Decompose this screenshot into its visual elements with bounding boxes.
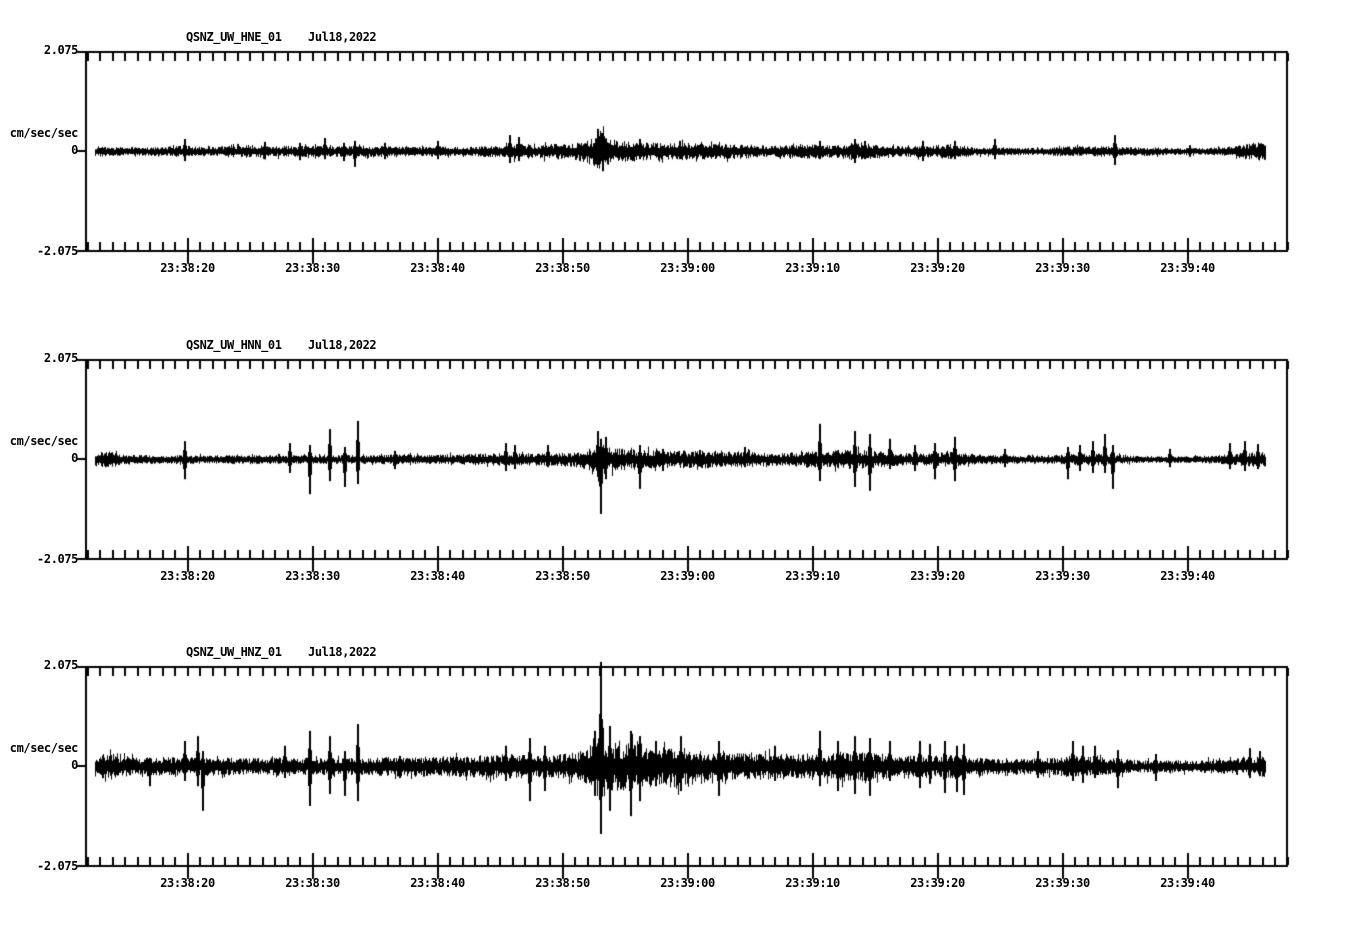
y-axis-min-label: -2.075 <box>37 552 78 566</box>
y-axis-zero-label: 0 <box>71 758 78 772</box>
y-axis-max-label: 2.075 <box>43 658 79 672</box>
x-tick-label: 23:38:50 <box>535 876 590 890</box>
x-tick-label: 23:39:40 <box>1160 261 1215 275</box>
trace-panel-hne: QSNZ_UW_HNE_01 Jul18,2022 2.075 cm/sec/s… <box>0 26 1358 326</box>
x-tick-label: 23:39:10 <box>785 569 840 583</box>
x-tick-label: 23:39:00 <box>660 876 715 890</box>
date-label: Jul18,2022 <box>308 645 377 659</box>
y-axis-max-label: 2.075 <box>43 351 79 365</box>
y-axis-zero-label: 0 <box>71 451 78 465</box>
x-tick-label: 23:39:30 <box>1035 876 1090 890</box>
y-axis-units-label: cm/sec/sec <box>9 434 79 448</box>
x-tick-label: 23:39:20 <box>910 876 965 890</box>
x-tick-label: 23:39:20 <box>910 569 965 583</box>
x-tick-label: 23:38:50 <box>535 569 590 583</box>
y-axis-zero-label: 0 <box>71 143 78 157</box>
x-tick-label: 23:38:20 <box>160 876 215 890</box>
y-axis-min-label: -2.075 <box>37 244 78 258</box>
trace-panel-hnn: QSNZ_UW_HNN_01 Jul18,2022 2.075 cm/sec/s… <box>0 334 1358 634</box>
x-tick-label: 23:38:30 <box>285 261 340 275</box>
y-axis-units-label: cm/sec/sec <box>9 741 79 755</box>
x-tick-label: 23:38:20 <box>160 261 215 275</box>
x-tick-label: 23:38:40 <box>410 876 465 890</box>
y-axis-max-label: 2.075 <box>43 43 79 57</box>
x-tick-label: 23:39:10 <box>785 876 840 890</box>
date-label: Jul18,2022 <box>308 338 377 352</box>
station-channel-label: QSNZ_UW_HNE_01 <box>186 30 282 44</box>
station-channel-label: QSNZ_UW_HNZ_01 <box>186 645 282 659</box>
x-tick-label: 23:39:00 <box>660 569 715 583</box>
x-tick-label: 23:39:40 <box>1160 876 1215 890</box>
time-axis-labels: 23:38:20 23:38:30 23:38:40 23:38:50 23:39:00… <box>0 261 1358 277</box>
y-axis-units-label: cm/sec/sec <box>9 126 79 140</box>
time-axis-labels: 23:38:20 23:38:30 23:38:40 23:38:50 23:39:00… <box>0 876 1358 892</box>
y-axis-min-label: -2.075 <box>37 859 78 873</box>
date-label: Jul18,2022 <box>308 30 377 44</box>
x-tick-label: 23:39:00 <box>660 261 715 275</box>
x-tick-label: 23:39:40 <box>1160 569 1215 583</box>
x-tick-label: 23:38:20 <box>160 569 215 583</box>
x-tick-label: 23:38:40 <box>410 261 465 275</box>
x-tick-label: 23:38:40 <box>410 569 465 583</box>
x-tick-label: 23:38:30 <box>285 569 340 583</box>
station-channel-label: QSNZ_UW_HNN_01 <box>186 338 282 352</box>
x-tick-label: 23:39:30 <box>1035 261 1090 275</box>
time-axis-labels: 23:38:20 23:38:30 23:38:40 23:38:50 23:39:00… <box>0 569 1358 585</box>
trace-panel-hnz: QSNZ_UW_HNZ_01 Jul18,2022 2.075 cm/sec/s… <box>0 641 1358 941</box>
x-tick-label: 23:38:50 <box>535 261 590 275</box>
x-tick-label: 23:39:30 <box>1035 569 1090 583</box>
x-tick-label: 23:39:10 <box>785 261 840 275</box>
x-tick-label: 23:38:30 <box>285 876 340 890</box>
x-tick-label: 23:39:20 <box>910 261 965 275</box>
